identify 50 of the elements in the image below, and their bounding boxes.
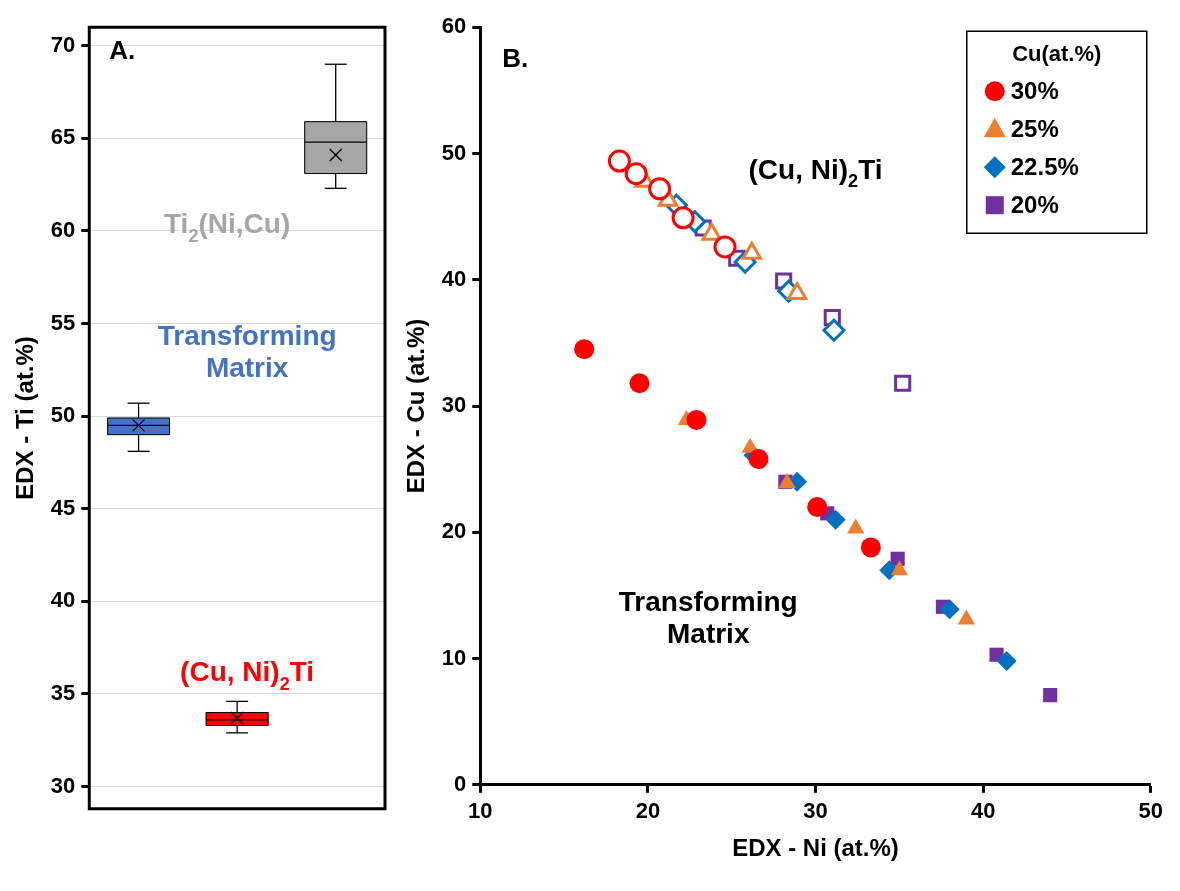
- point: [822, 318, 846, 342]
- x-tick-label: 10: [468, 798, 493, 824]
- point: [807, 497, 828, 518]
- y-tick-label: 30: [441, 392, 467, 418]
- y-tick-label: 55: [50, 309, 76, 335]
- y-tick-label: 0: [454, 770, 467, 796]
- y-tick-label: 50: [441, 139, 467, 165]
- y-tick-label: 20: [441, 518, 467, 544]
- point: [748, 449, 769, 470]
- chart-title: A.: [109, 35, 136, 66]
- y-axis-title: EDX - Cu (at.%): [402, 318, 430, 494]
- y-tick-label: 45: [50, 494, 76, 520]
- point: [607, 149, 631, 173]
- point: [996, 651, 1017, 672]
- legend-title: Cu(at.%): [1012, 41, 1102, 67]
- x-tick-label: 40: [970, 798, 996, 824]
- text: B.: [502, 43, 529, 74]
- y-tick-label: 60: [441, 13, 467, 39]
- point: [825, 509, 846, 530]
- y-tick-label: 60: [50, 217, 76, 242]
- point: [574, 339, 595, 360]
- x-tick-label: 50: [1138, 798, 1164, 824]
- point: [686, 409, 707, 430]
- y-tick-label: 40: [50, 587, 76, 613]
- point: [1043, 688, 1058, 703]
- point: [713, 235, 737, 259]
- y-tick-label: 65: [50, 124, 76, 150]
- y-axis-title: EDX - Ti (at.%): [11, 336, 39, 500]
- point: [671, 206, 695, 230]
- point: [860, 537, 881, 558]
- y-tick-label: 10: [441, 644, 467, 670]
- x-tick-label: 30: [803, 798, 828, 824]
- legend-label: 25%: [1010, 114, 1059, 142]
- point: [939, 599, 960, 620]
- x-axis-title: EDX - Ni (at.%): [732, 834, 899, 862]
- point: [648, 177, 672, 201]
- annotation: Transforming Matrix: [618, 585, 798, 649]
- point: [629, 373, 650, 394]
- legend-label: 20%: [1010, 190, 1059, 218]
- y-tick-label: 50: [50, 402, 76, 428]
- legend-label: 22.5%: [1010, 152, 1079, 180]
- y-tick-label: 40: [441, 265, 467, 291]
- annotation: Transforming Matrix: [157, 320, 337, 384]
- y-tick-label: 70: [50, 31, 76, 57]
- point: [894, 374, 912, 392]
- point: [624, 162, 648, 186]
- y-tick-label: 35: [50, 680, 76, 706]
- x-tick-label: 20: [635, 798, 661, 824]
- legend-label: 30%: [1010, 76, 1059, 104]
- y-tick-label: 30: [50, 772, 76, 798]
